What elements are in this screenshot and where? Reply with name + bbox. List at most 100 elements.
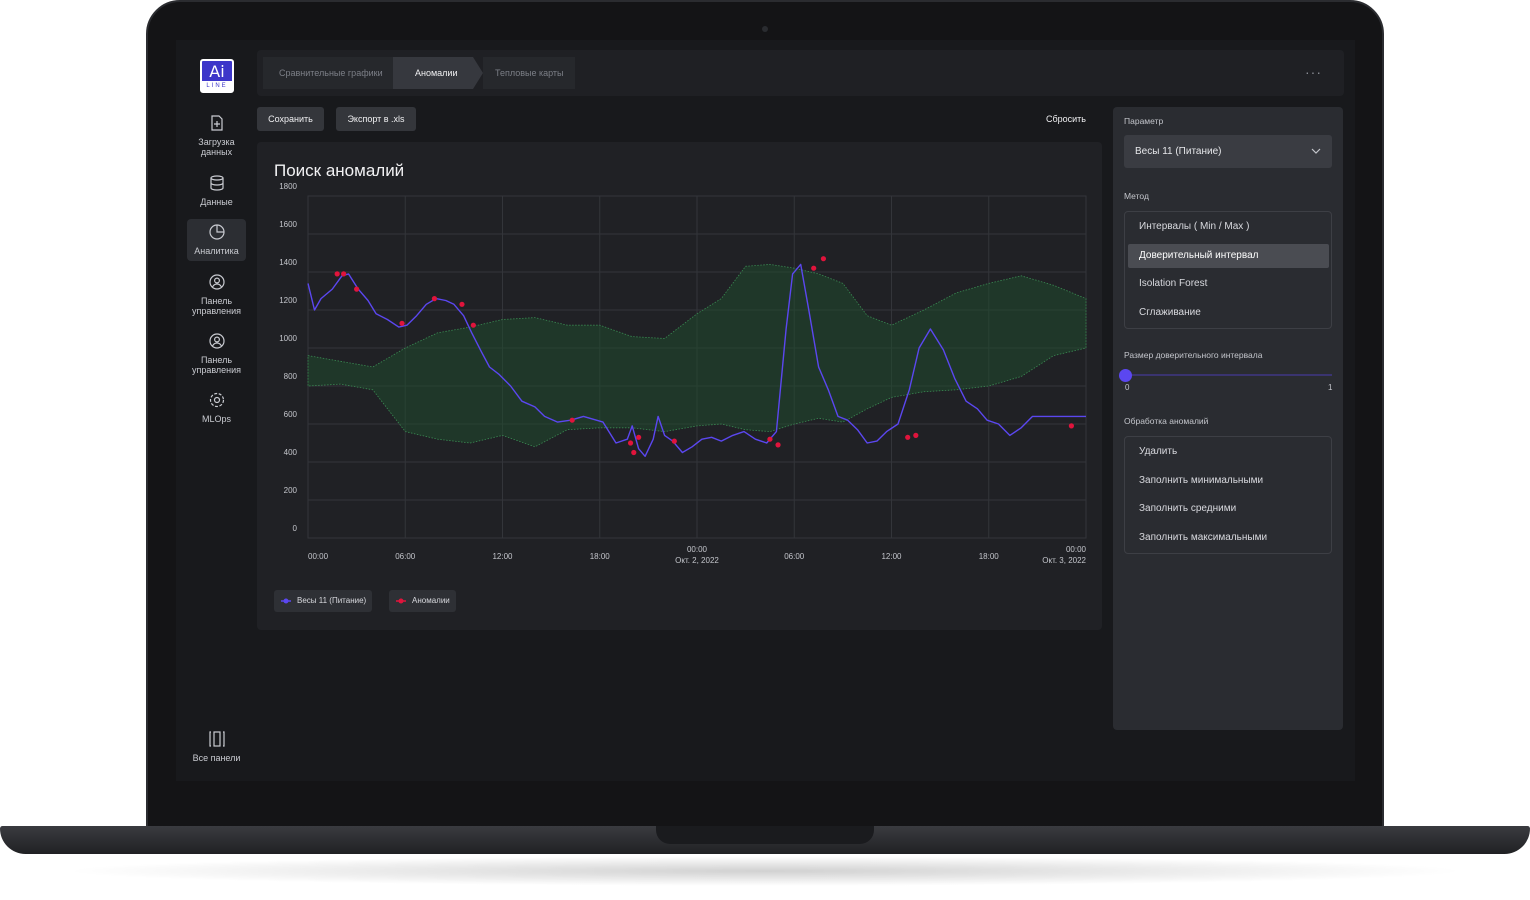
sidebar-item-label: Панель управления bbox=[191, 296, 242, 316]
y-tick-label: 200 bbox=[284, 486, 298, 495]
y-tick-label: 400 bbox=[284, 448, 298, 457]
save-button[interactable]: Сохранить bbox=[257, 107, 324, 131]
tab-separator bbox=[473, 57, 483, 89]
confidence-band bbox=[307, 263, 1087, 448]
tab-label: Тепловые карты bbox=[495, 68, 564, 78]
tab-anomalies[interactable]: Аномалии bbox=[393, 57, 473, 89]
tab-heatmaps[interactable]: Тепловые карты bbox=[483, 57, 575, 89]
method-option-isolation-forest[interactable]: Isolation Forest bbox=[1139, 278, 1208, 289]
anomaly-handling-label: Обработка аномалий bbox=[1124, 416, 1209, 426]
settings-panel: Параметр Весы 11 (Питание) Метод Интерва… bbox=[1113, 107, 1343, 730]
anomaly-point bbox=[775, 442, 781, 448]
sidebar-item-analytics[interactable]: Аналитика bbox=[187, 219, 246, 261]
export-xls-button[interactable]: Экспорт в .xls bbox=[336, 107, 416, 131]
anomaly-point bbox=[354, 286, 360, 292]
anomaly-point bbox=[431, 296, 438, 302]
legend-label: Аномалии bbox=[412, 596, 450, 605]
anomaly-point bbox=[341, 271, 347, 277]
sidebar-item-mlops[interactable]: MLOps bbox=[187, 387, 246, 424]
anomaly-point bbox=[459, 301, 465, 307]
anomaly-point bbox=[913, 432, 919, 438]
anomaly-point bbox=[636, 434, 642, 440]
parameter-select[interactable]: Весы 11 (Питание) bbox=[1124, 135, 1332, 168]
method-option-smoothing[interactable]: Сглаживание bbox=[1139, 307, 1201, 318]
method-label: Метод bbox=[1124, 191, 1149, 201]
method-list: Интервалы ( Min / Max ) Доверительный ин… bbox=[1124, 211, 1332, 329]
logo-subtext: LINE bbox=[202, 81, 232, 91]
anomaly-point bbox=[820, 256, 827, 262]
x-tick-label: 18:00 bbox=[590, 552, 611, 561]
anomaly-point bbox=[569, 417, 575, 423]
x-tick-label: 00:00 bbox=[308, 552, 329, 561]
x-tick-label: 00:00 bbox=[1066, 545, 1087, 554]
user-panel-icon bbox=[208, 274, 225, 290]
anomaly-point bbox=[811, 265, 817, 271]
anomaly-handling-list: Удалить Заполнить минимальными Заполнить… bbox=[1124, 436, 1332, 554]
logo[interactable]: Ai LINE bbox=[200, 59, 234, 93]
anomaly-point bbox=[631, 449, 637, 456]
handling-option-fill-max[interactable]: Заполнить максимальными bbox=[1139, 532, 1268, 543]
columns-icon bbox=[208, 731, 225, 747]
x-tick-label: 06:00 bbox=[395, 552, 416, 561]
tab-bar: Сравнительные графики Аномалии Тепловые … bbox=[257, 50, 1344, 96]
x-tick-label: 18:00 bbox=[979, 552, 1000, 561]
legend-item-series[interactable]: Весы 11 (Питание) bbox=[274, 590, 373, 612]
logo-text: Ai bbox=[209, 62, 225, 81]
sidebar-item-label: Данные bbox=[200, 197, 233, 207]
handling-option-delete[interactable]: Удалить bbox=[1139, 446, 1178, 457]
laptop-shadow bbox=[60, 856, 1470, 886]
y-tick-label: 1600 bbox=[279, 220, 297, 229]
anomaly-point bbox=[334, 271, 340, 277]
handling-option-fill-mean[interactable]: Заполнить средними bbox=[1139, 503, 1237, 514]
user-panel-icon bbox=[208, 333, 225, 349]
sidebar-item-control-panel-2[interactable]: Панель управления bbox=[187, 328, 246, 375]
camera-icon bbox=[762, 26, 768, 32]
anomaly-point bbox=[399, 320, 405, 326]
legend-label: Весы 11 (Питание) bbox=[297, 596, 367, 605]
sidebar-item-all-panels[interactable]: Все панели bbox=[187, 726, 246, 763]
app-screen: Ai LINE Загрузка данных Данные bbox=[176, 40, 1355, 781]
interval-slider-handle[interactable] bbox=[1119, 369, 1132, 382]
interval-size-label: Размер доверительного интервала bbox=[1124, 350, 1263, 360]
tab-label: Аномалии bbox=[415, 68, 458, 78]
pie-chart-icon bbox=[208, 224, 225, 240]
sidebar-item-label: Все панели bbox=[192, 753, 241, 763]
more-horizontal-icon[interactable]: ··· bbox=[1305, 64, 1322, 80]
anomaly-point bbox=[627, 440, 634, 446]
interval-slider-track[interactable] bbox=[1125, 374, 1332, 376]
tab-label: Сравнительные графики bbox=[279, 68, 383, 78]
slider-max-label: 1 bbox=[1328, 383, 1333, 392]
series-line bbox=[307, 263, 1086, 457]
sidebar-item-data[interactable]: Данные bbox=[187, 170, 246, 207]
sidebar-item-data-upload[interactable]: Загрузка данных bbox=[187, 110, 246, 157]
method-option-minmax[interactable]: Интервалы ( Min / Max ) bbox=[1139, 221, 1250, 232]
y-tick-label: 0 bbox=[293, 524, 298, 533]
sidebar: Ai LINE Загрузка данных Данные bbox=[176, 40, 256, 781]
y-tick-label: 1800 bbox=[279, 182, 297, 191]
sidebar-item-control-panel[interactable]: Панель управления bbox=[187, 269, 246, 316]
anomaly-point bbox=[470, 322, 476, 328]
anomaly-chart: 0 200 400 600 800 1000 1200 1400 1600 1800 00:00 06… bbox=[279, 182, 1087, 565]
y-tick-label: 1000 bbox=[279, 334, 297, 343]
chart-title: Поиск аномалий bbox=[274, 161, 405, 180]
anomaly-point bbox=[1068, 423, 1075, 429]
sidebar-item-label: Панель управления bbox=[191, 355, 242, 375]
legend-item-anomalies[interactable]: Аномалии bbox=[389, 590, 456, 612]
file-upload-icon bbox=[210, 115, 223, 131]
x-tick-label: 06:00 bbox=[784, 552, 805, 561]
x-tick-label: 12:00 bbox=[492, 552, 513, 561]
reset-button[interactable]: Сбросить bbox=[1045, 114, 1086, 124]
legend-series-swatch-icon bbox=[281, 598, 291, 604]
sidebar-item-label: Аналитика bbox=[194, 246, 239, 256]
handling-option-fill-min[interactable]: Заполнить минимальными bbox=[1139, 475, 1264, 486]
tab-comparative-charts[interactable]: Сравнительные графики bbox=[263, 57, 393, 89]
gear-icon bbox=[209, 392, 224, 408]
parameter-select-value: Весы 11 (Питание) bbox=[1135, 146, 1222, 157]
method-option-confidence-interval[interactable]: Доверительный интервал bbox=[1128, 244, 1329, 268]
y-tick-label: 800 bbox=[284, 372, 298, 381]
chevron-down-icon bbox=[1311, 148, 1321, 154]
anomaly-point bbox=[767, 436, 773, 442]
legend-anomaly-swatch-icon bbox=[396, 598, 406, 604]
y-tick-label: 1200 bbox=[279, 296, 297, 305]
